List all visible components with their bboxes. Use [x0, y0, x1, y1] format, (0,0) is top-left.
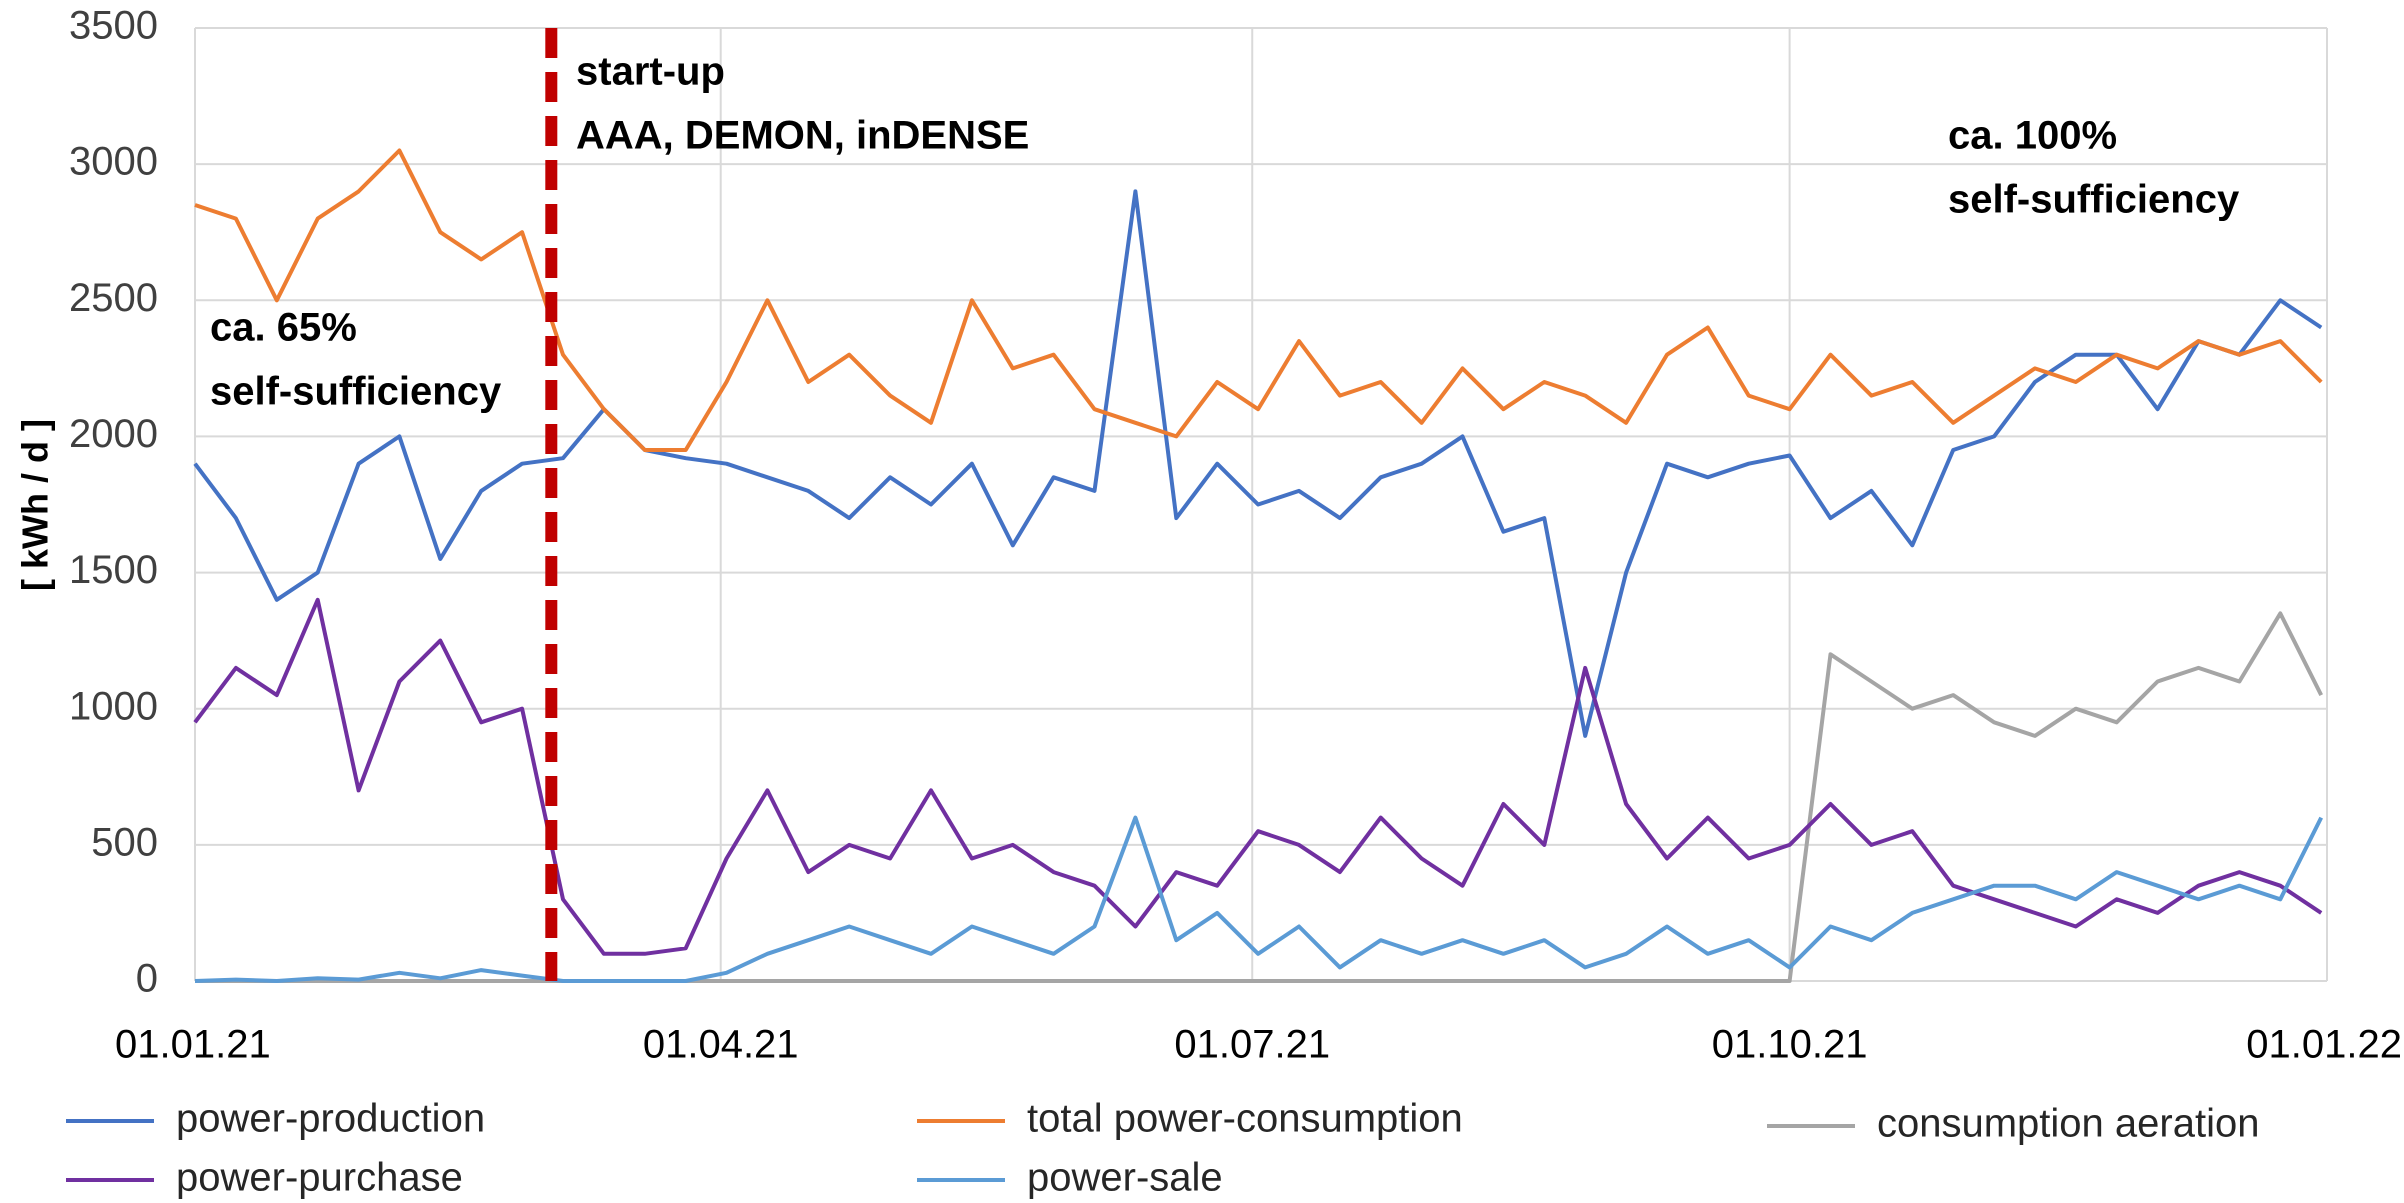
y-tick-label: 1000 [69, 684, 158, 728]
y-tick-label: 500 [91, 820, 158, 864]
annotation: ca. 65% [210, 306, 357, 350]
x-tick-label: 01.10.21 [1712, 1023, 1868, 1067]
series-line [194, 815, 2323, 983]
y-axis-label: [ kWh / d ] [15, 419, 56, 591]
series-line [193, 597, 2323, 956]
y-tick-label: 3500 [69, 4, 158, 48]
y-tick-label: 0 [136, 957, 158, 1001]
x-tick-label: 01.04.21 [643, 1023, 799, 1067]
x-tick-label: 01.01.21 [115, 1023, 271, 1067]
annotation: self-sufficiency [210, 370, 502, 414]
y-tick-label: 2500 [69, 276, 158, 320]
legend-label: power-sale [1027, 1156, 1223, 1200]
x-tick-label: 01.07.21 [1174, 1023, 1330, 1067]
annotation: start-up [576, 50, 725, 94]
annotation: ca. 100% [1948, 114, 2117, 158]
legend-label: consumption aeration [1877, 1102, 2259, 1146]
y-tick-label: 3000 [69, 140, 158, 184]
legend-label: power-production [176, 1097, 485, 1141]
legend-label: power-purchase [176, 1156, 463, 1200]
y-tick-label: 2000 [69, 412, 158, 456]
x-tick-label: 01.01.22 [2246, 1023, 2402, 1067]
series-line [195, 611, 2323, 983]
series-line [193, 189, 2323, 738]
annotation: self-sufficiency [1948, 178, 2240, 222]
annotation: AAA, DEMON, inDENSE [576, 114, 1029, 158]
legend-label: total power-consumption [1027, 1097, 1463, 1141]
y-tick-label: 1500 [69, 548, 158, 592]
